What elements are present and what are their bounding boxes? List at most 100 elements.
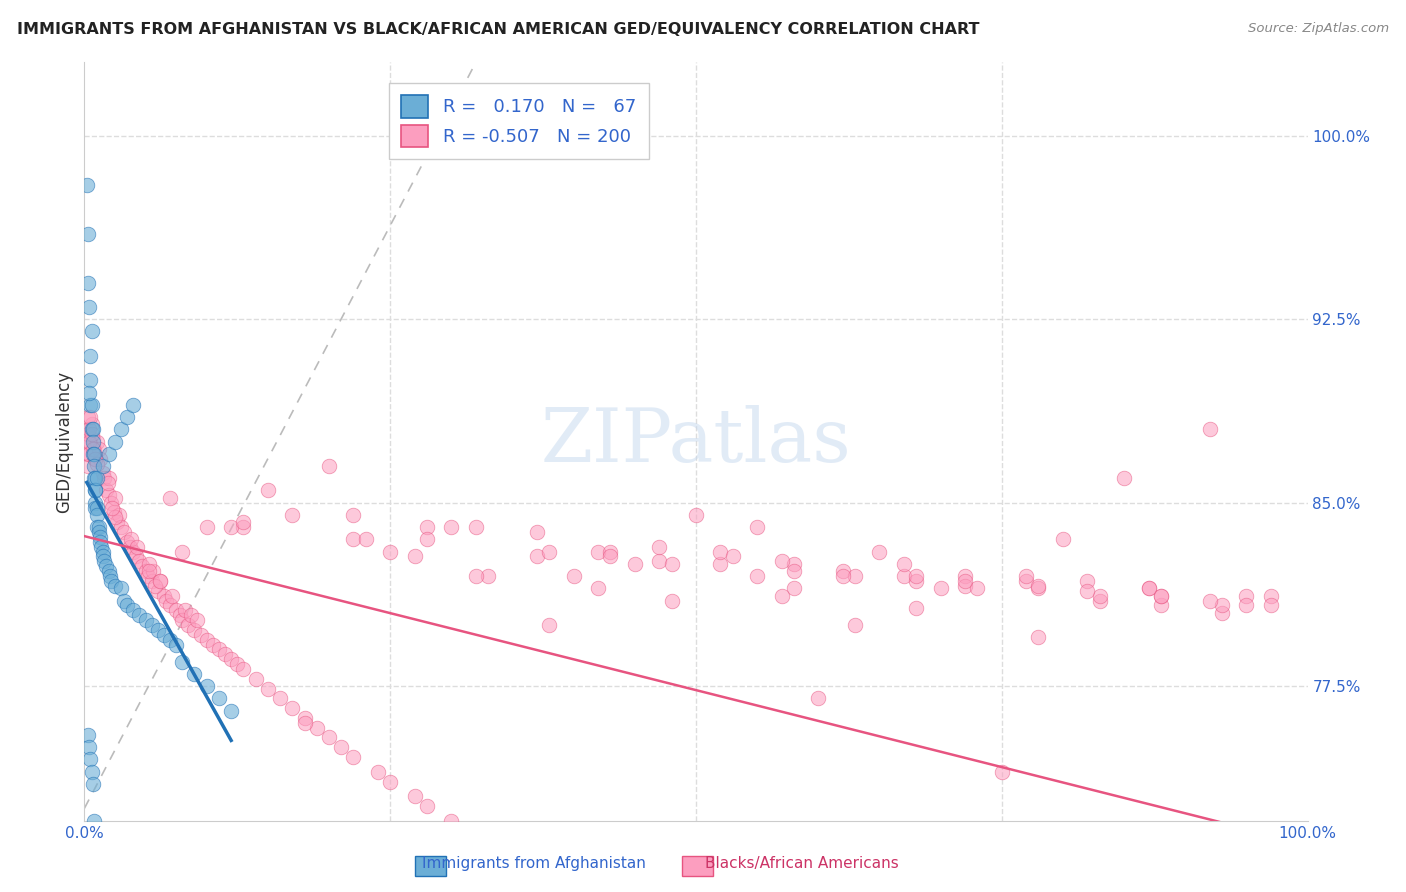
Point [502, 838, 524, 852]
Point [79, 398, 101, 412]
Point [464, 520, 486, 534]
Point [342, 750, 364, 764]
Point [219, 704, 242, 718]
Point [110, 520, 132, 534]
Point [86, 457, 108, 471]
Point [82, 442, 104, 456]
Point [966, 582, 988, 596]
Point [599, 549, 621, 564]
Point [120, 533, 142, 547]
Point [82, 777, 104, 791]
Point [294, 715, 316, 730]
Point [172, 544, 194, 558]
Point [219, 520, 242, 534]
Point [77, 447, 100, 461]
Point [97, 476, 120, 491]
Point [747, 520, 769, 534]
Point [149, 574, 172, 588]
Point [89, 451, 111, 466]
Point [86, 434, 108, 449]
Point [721, 549, 744, 564]
Point [599, 875, 621, 889]
Point [1236, 599, 1258, 613]
Point [281, 701, 304, 715]
Point [586, 544, 609, 558]
Point [214, 648, 236, 662]
Point [105, 515, 128, 529]
Point [257, 681, 280, 696]
Point [104, 491, 127, 505]
Point [953, 579, 976, 593]
Point [831, 564, 853, 578]
Point [128, 554, 150, 568]
Point [1028, 582, 1050, 596]
Point [91, 549, 114, 564]
Point [103, 506, 125, 520]
Point [502, 838, 524, 852]
Point [155, 593, 177, 607]
Text: ZIPatlas: ZIPatlas [540, 405, 852, 478]
Point [77, 740, 100, 755]
Point [138, 557, 160, 571]
Point [953, 569, 976, 583]
Point [330, 740, 353, 755]
Point [159, 491, 181, 505]
Point [135, 613, 157, 627]
Point [208, 691, 231, 706]
Point [232, 515, 254, 529]
Point [269, 691, 291, 706]
Point [83, 447, 105, 461]
Point [770, 589, 793, 603]
Point [929, 582, 952, 596]
Point [281, 508, 304, 522]
Point [87, 520, 110, 534]
Point [1211, 599, 1233, 613]
Point [80, 398, 103, 412]
Point [905, 574, 928, 588]
Point [586, 872, 609, 887]
Point [477, 826, 499, 840]
Point [125, 540, 148, 554]
Point [90, 540, 112, 554]
Point [305, 721, 328, 735]
Point [294, 711, 316, 725]
Point [1076, 574, 1098, 588]
Point [86, 520, 108, 534]
Point [195, 632, 218, 647]
Point [143, 579, 166, 593]
Point [104, 579, 127, 593]
Point [232, 662, 254, 676]
Point [747, 569, 769, 583]
Point [80, 422, 103, 436]
Point [685, 508, 707, 522]
Point [110, 422, 132, 436]
Point [131, 559, 153, 574]
Point [79, 410, 101, 425]
Point [79, 349, 101, 363]
Point [80, 427, 103, 442]
Point [91, 458, 114, 473]
Point [159, 632, 181, 647]
Point [86, 471, 108, 485]
Point [195, 520, 218, 534]
Point [562, 863, 585, 877]
Point [107, 508, 129, 522]
Point [83, 458, 105, 473]
Point [77, 300, 100, 314]
Point [770, 554, 793, 568]
Point [844, 569, 866, 583]
Point [1028, 630, 1050, 644]
Point [905, 569, 928, 583]
Point [1114, 471, 1136, 485]
Point [115, 534, 138, 549]
Point [77, 427, 100, 442]
Point [538, 847, 561, 862]
Point [477, 569, 499, 583]
Point [1211, 606, 1233, 620]
Point [83, 442, 105, 456]
Point [709, 557, 731, 571]
Point [84, 483, 107, 498]
Point [149, 574, 172, 588]
Point [96, 483, 118, 498]
Point [77, 227, 100, 241]
